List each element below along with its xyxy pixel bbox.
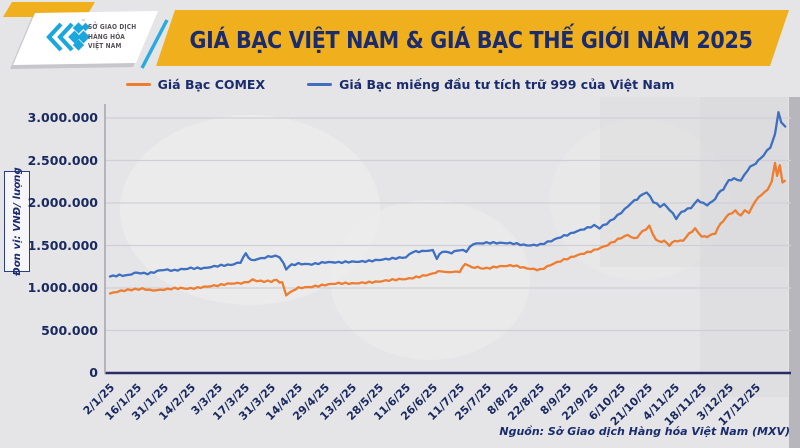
y-axis-tick-label: 1.500.000: [27, 237, 98, 253]
legend-dash-blue: [307, 82, 333, 87]
y-axis-tick-label: 0: [89, 365, 98, 380]
series-layer: [108, 111, 787, 297]
page-title: GIÁ BẠC VIỆT NAM & GIÁ BẠC THẾ GIỚI NĂM …: [189, 26, 753, 54]
y-axis-tick-label: 2.500.000: [27, 152, 98, 168]
logo-org-name: SỞ GIAO DỊCH HÀNG HÓA VIỆT NAM: [88, 23, 136, 52]
y-axis-unit-box: Đơn vị: VNĐ/ lượng: [4, 167, 30, 276]
background-watermark: [120, 97, 800, 448]
header-shapes: [3, 2, 789, 69]
legend-item-vietnam: Giá Bạc miếng đầu tư tích trữ 999 của Vi…: [307, 77, 674, 92]
title-bar: [156, 10, 789, 66]
y-axis-tick-label: 1.000.000: [27, 280, 98, 295]
legend-label-comex: Giá Bạc COMEX: [157, 77, 266, 92]
trademark-mark: ™: [81, 19, 86, 25]
logo-org-line-3: VIỆT NAM: [88, 42, 122, 50]
series-line-vietnam-999: [108, 111, 787, 278]
y-axis-unit-label: Đơn vị: VNĐ/ lượng: [11, 167, 23, 276]
cyan-slash: [140, 19, 169, 69]
legend: Giá Bạc COMEX Giá Bạc miếng đầu tư tích …: [0, 77, 800, 92]
source-credit: Nguồn: Sở Giao dịch Hàng hóa Việt Nam (M…: [499, 425, 790, 438]
legend-dash-orange: [125, 82, 151, 87]
logo-org-line-1: SỞ GIAO DỊCH: [88, 23, 137, 31]
logo-org-line-2: HÀNG HÓA: [88, 32, 125, 41]
legend-item-comex: Giá Bạc COMEX: [125, 77, 266, 92]
y-axis-tick-label: 500.000: [41, 322, 98, 338]
series-line-comex: [108, 161, 786, 297]
legend-label-vietnam: Giá Bạc miếng đầu tư tích trữ 999 của Vi…: [339, 77, 675, 92]
grid-layer: [104, 104, 791, 375]
y-axis-tick-label: 3.000.000: [27, 110, 98, 125]
y-axis-tick-label: 2.000.000: [27, 195, 98, 210]
